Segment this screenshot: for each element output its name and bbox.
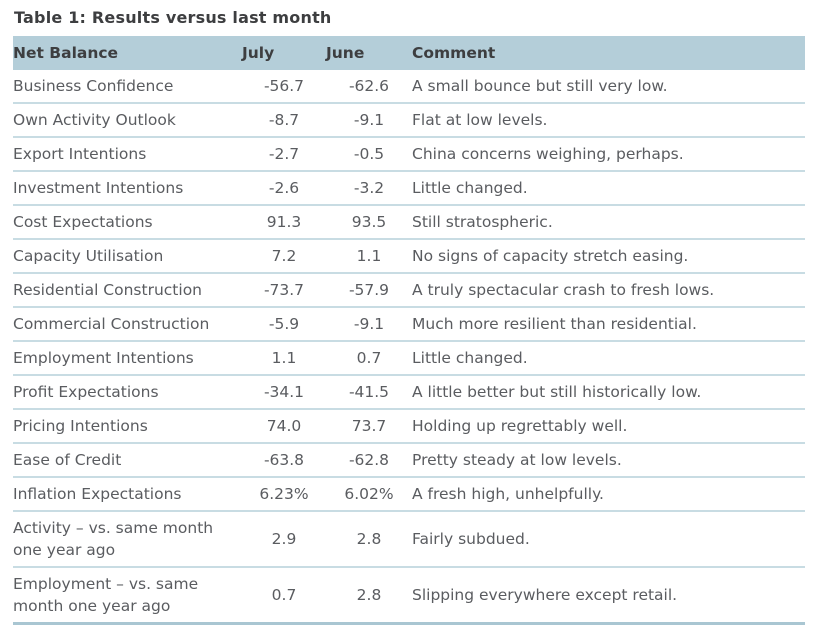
table-row: Inflation Expectations 6.23% 6.02% A fre… [13,477,805,512]
june-value: -57.9 [326,273,412,308]
table-row: Capacity Utilisation 7.2 1.1 No signs of… [13,239,805,274]
row-comment: Much more resilient than residential. [412,307,805,342]
july-value: -63.8 [242,443,326,478]
table-row: Pricing Intentions 74.0 73.7 Holding up … [13,409,805,444]
july-value: 2.9 [242,511,326,568]
july-value: 7.2 [242,239,326,274]
table-row: Profit Expectations -34.1 -41.5 A little… [13,375,805,410]
july-value: -2.6 [242,171,326,206]
table-body: Business Confidence -56.7 -62.6 A small … [13,70,805,625]
row-label: Pricing Intentions [13,409,242,444]
june-value: 1.1 [326,239,412,274]
row-label: Residential Construction [13,273,242,308]
july-value: -73.7 [242,273,326,308]
row-label: Capacity Utilisation [13,239,242,274]
table-header-row: Net Balance July June Comment [13,36,805,70]
row-label: Own Activity Outlook [13,103,242,138]
row-comment: China concerns weighing, perhaps. [412,137,805,172]
table-row: Ease of Credit -63.8 -62.8 Pretty steady… [13,443,805,478]
july-value: -2.7 [242,137,326,172]
june-value: 2.8 [326,567,412,625]
table-row: Employment – vs. same month one year ago… [13,567,805,625]
column-header-june: June [326,36,412,70]
july-value: 6.23% [242,477,326,512]
june-value: 73.7 [326,409,412,444]
july-value: 0.7 [242,567,326,625]
row-label: Profit Expectations [13,375,242,410]
july-value: 91.3 [242,205,326,240]
row-label: Cost Expectations [13,205,242,240]
results-table: Net Balance July June Comment Business C… [13,36,805,625]
table-row: Own Activity Outlook -8.7 -9.1 Flat at l… [13,103,805,138]
july-value: 74.0 [242,409,326,444]
row-comment: A fresh high, unhelpfully. [412,477,805,512]
july-value: 1.1 [242,341,326,376]
column-header-comment: Comment [412,36,805,70]
row-label: Inflation Expectations [13,477,242,512]
june-value: 93.5 [326,205,412,240]
june-value: -62.8 [326,443,412,478]
row-comment: No signs of capacity stretch easing. [412,239,805,274]
june-value: 2.8 [326,511,412,568]
june-value: 6.02% [326,477,412,512]
row-label: Employment – vs. same month one year ago [13,567,242,625]
row-label: Activity – vs. same month one year ago [13,511,242,568]
row-comment: Pretty steady at low levels. [412,443,805,478]
table-row: Employment Intentions 1.1 0.7 Little cha… [13,341,805,376]
row-label: Commercial Construction [13,307,242,342]
row-comment: A truly spectacular crash to fresh lows. [412,273,805,308]
table-header: Net Balance July June Comment [13,36,805,70]
june-value: -9.1 [326,103,412,138]
row-comment: Fairly subdued. [412,511,805,568]
table-row: Cost Expectations 91.3 93.5 Still strato… [13,205,805,240]
july-value: -56.7 [242,70,326,104]
june-value: -62.6 [326,70,412,104]
june-value: -3.2 [326,171,412,206]
june-value: 0.7 [326,341,412,376]
row-label: Business Confidence [13,70,242,104]
column-header-net-balance: Net Balance [13,36,242,70]
row-comment: A little better but still historically l… [412,375,805,410]
row-label: Export Intentions [13,137,242,172]
row-comment: Slipping everywhere except retail. [412,567,805,625]
row-label: Investment Intentions [13,171,242,206]
row-comment: Still stratospheric. [412,205,805,240]
july-value: -5.9 [242,307,326,342]
page-title: Table 1: Results versus last month [14,8,332,27]
row-label: Employment Intentions [13,341,242,376]
row-label: Ease of Credit [13,443,242,478]
table-row: Residential Construction -73.7 -57.9 A t… [13,273,805,308]
table-row: Investment Intentions -2.6 -3.2 Little c… [13,171,805,206]
june-value: -9.1 [326,307,412,342]
row-comment: A small bounce but still very low. [412,70,805,104]
july-value: -8.7 [242,103,326,138]
table-row: Activity – vs. same month one year ago 2… [13,511,805,568]
table-row: Business Confidence -56.7 -62.6 A small … [13,70,805,104]
table-row: Export Intentions -2.7 -0.5 China concer… [13,137,805,172]
june-value: -41.5 [326,375,412,410]
row-comment: Little changed. [412,341,805,376]
column-header-july: July [242,36,326,70]
july-value: -34.1 [242,375,326,410]
june-value: -0.5 [326,137,412,172]
row-comment: Flat at low levels. [412,103,805,138]
row-comment: Holding up regrettably well. [412,409,805,444]
row-comment: Little changed. [412,171,805,206]
table-row: Commercial Construction -5.9 -9.1 Much m… [13,307,805,342]
